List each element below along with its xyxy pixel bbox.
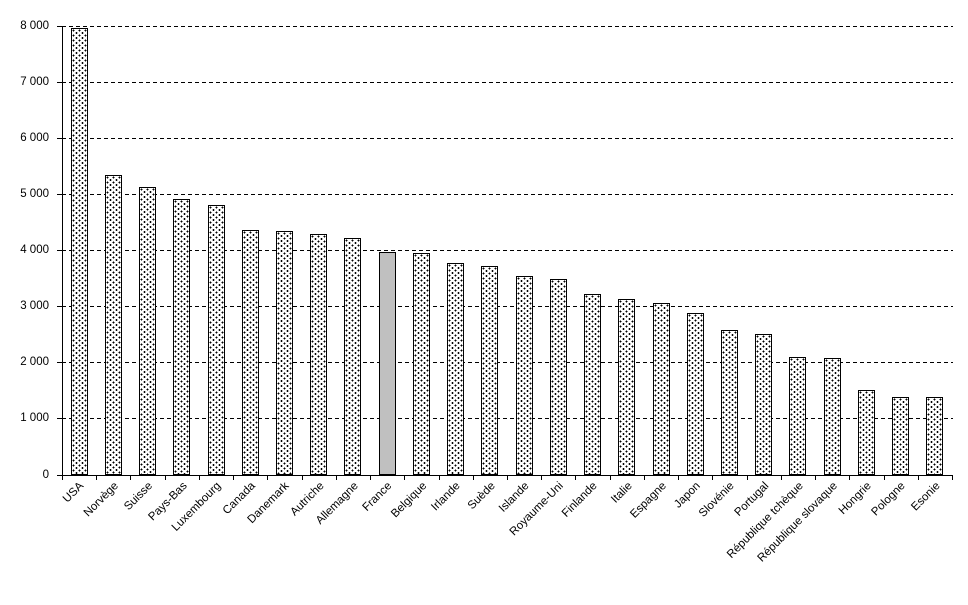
bar-portugal — [755, 334, 773, 475]
gridline — [62, 81, 953, 83]
x-axis-category-label: Espagne — [627, 480, 669, 521]
x-axis-tick — [472, 475, 474, 480]
x-axis-tick — [541, 475, 543, 480]
x-axis-tick — [130, 475, 132, 480]
y-axis-tick — [57, 474, 62, 476]
x-axis-tick — [267, 475, 269, 480]
y-axis-tick-label: 3 000 — [20, 300, 49, 313]
bar-autriche — [310, 234, 328, 475]
x-axis-tick — [609, 475, 611, 480]
y-axis-tick-label: 7 000 — [20, 75, 49, 88]
x-axis-tick — [96, 475, 98, 480]
x-axis-tick — [780, 475, 782, 480]
x-axis-tick — [62, 475, 63, 480]
y-axis-tick-label: 0 — [42, 468, 49, 481]
x-axis-category-label: Suède — [465, 480, 498, 513]
bar-luxembourg — [207, 205, 225, 475]
bar-canada — [241, 230, 259, 475]
bar-esonie — [926, 396, 944, 475]
y-axis-tick — [57, 362, 62, 364]
x-axis-tick — [507, 475, 508, 480]
x-axis-category-label: Norvège — [81, 480, 121, 520]
y-axis-tick — [57, 250, 62, 251]
bar-italie — [618, 298, 636, 475]
x-axis-tick — [883, 475, 885, 480]
x-axis-tick — [917, 475, 919, 480]
gridline — [62, 362, 953, 364]
x-axis-tick — [815, 475, 817, 480]
y-axis-tick — [57, 25, 62, 27]
x-axis-category-label: Esonie — [909, 480, 943, 514]
bar-belgique — [412, 253, 430, 475]
x-axis-tick — [746, 475, 748, 480]
bar-république-slovaque — [823, 358, 841, 475]
bar-usa — [70, 28, 88, 475]
x-axis-tick — [952, 475, 953, 480]
bar-suède — [481, 266, 499, 475]
bar-finlande — [584, 293, 602, 475]
bar-république-tchèque — [789, 356, 807, 475]
x-axis-category-label: Hongrie — [836, 480, 874, 517]
y-axis-tick-label: 5 000 — [20, 187, 49, 200]
bar-suisse — [139, 186, 157, 475]
y-axis-tick — [57, 81, 62, 83]
x-axis-category-label: Irlande — [429, 480, 464, 514]
gridline — [62, 250, 953, 251]
bar-pologne — [892, 396, 910, 475]
y-axis-tick-label: 2 000 — [20, 356, 49, 369]
x-axis-tick — [233, 475, 235, 480]
x-axis-tick — [575, 475, 577, 480]
x-axis-category-label: Slovénie — [697, 480, 737, 520]
y-axis-tick — [57, 193, 62, 195]
x-axis-tick — [198, 475, 200, 480]
bar-pays-bas — [173, 199, 191, 475]
x-axis-tick — [370, 475, 372, 480]
y-axis-tick — [57, 306, 62, 308]
gridline — [62, 137, 953, 139]
bar-slovénie — [721, 330, 738, 475]
bar-espagne — [652, 302, 670, 475]
gridline — [62, 25, 953, 27]
x-axis-tick — [678, 475, 680, 480]
x-axis-tick — [643, 475, 645, 480]
gridline — [62, 418, 953, 420]
bar-irlande — [447, 262, 465, 475]
x-axis-tick — [438, 475, 440, 480]
bar-hongrie — [857, 390, 875, 475]
gridline — [62, 193, 953, 195]
x-axis-category-label: Pologne — [869, 480, 909, 519]
bar-royaume-uni — [549, 279, 567, 475]
x-axis-tick — [712, 475, 714, 480]
x-axis-category-label: Finlande — [560, 480, 601, 520]
bar-allemagne — [344, 238, 362, 475]
gridline — [62, 306, 953, 308]
y-axis-tick-label: 4 000 — [20, 244, 49, 256]
x-axis-category-label: USA — [61, 480, 87, 506]
y-axis-tick-label: 6 000 — [20, 131, 49, 144]
bar-france — [378, 251, 396, 475]
bar-danemark — [276, 230, 293, 475]
x-axis-tick — [849, 475, 851, 480]
x-axis-category-label: Italie — [608, 480, 635, 506]
x-axis-tick — [301, 475, 303, 480]
bar-japon — [686, 313, 704, 475]
y-axis-tick-label: 8 000 — [20, 19, 49, 32]
x-axis-tick — [164, 475, 166, 480]
x-axis-tick — [335, 475, 337, 480]
x-axis-category-label: Belgique — [388, 480, 429, 521]
bar-islande — [515, 276, 533, 475]
x-axis-tick — [404, 475, 406, 480]
plot-area — [62, 26, 953, 476]
bar-norvège — [104, 174, 122, 475]
x-axis-category-label: Japon — [672, 480, 703, 511]
y-axis-tick — [57, 418, 62, 420]
y-axis-tick — [57, 137, 62, 139]
y-axis-tick-label: 1 000 — [20, 412, 49, 425]
